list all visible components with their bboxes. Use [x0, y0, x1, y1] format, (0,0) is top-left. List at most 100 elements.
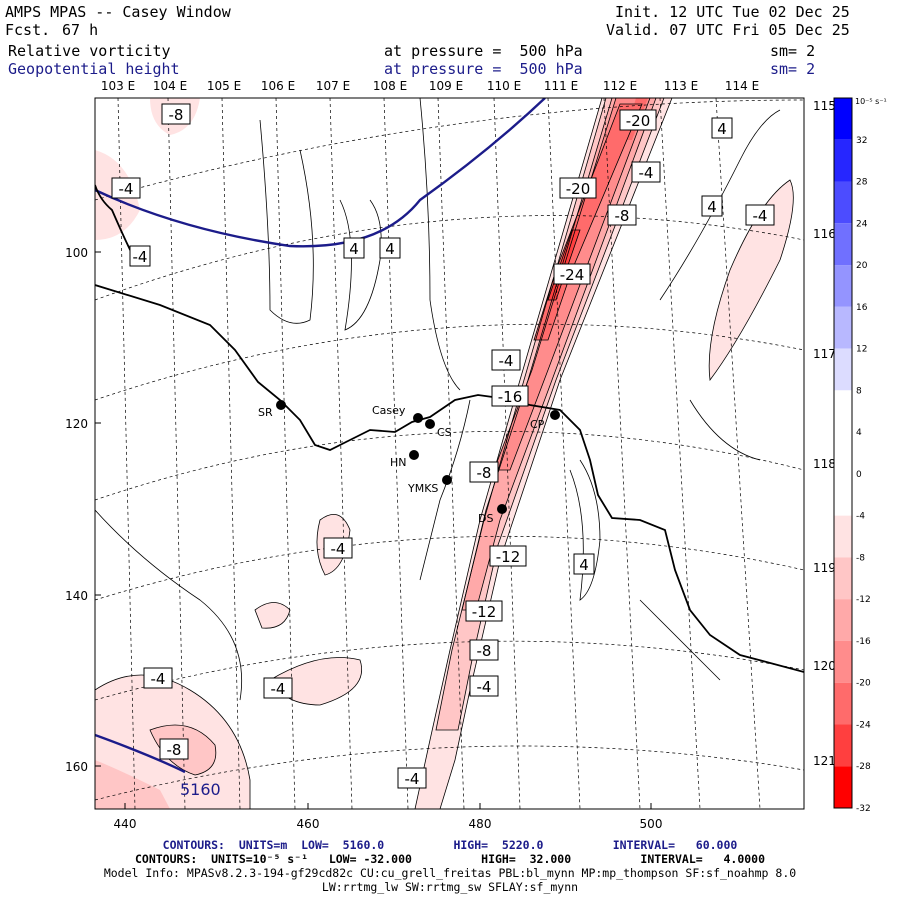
svg-text:-4: -4	[753, 207, 768, 225]
colorbar-swatch	[834, 557, 852, 600]
contour-label: -12	[489, 545, 527, 567]
station-hn: HN	[390, 450, 419, 469]
contour-label: -4	[143, 667, 173, 689]
svg-text:-4: -4	[405, 770, 420, 788]
lon-label: 108 E	[373, 79, 407, 93]
colorbar-label: -16	[856, 637, 871, 647]
contour-label: -8	[469, 461, 499, 483]
contour-label: -4	[631, 161, 661, 183]
field1-smooth: sm= 2	[770, 42, 816, 60]
footer-model-info: Model Info: MPASv8.2.3-194-gf29cd82c CU:…	[103, 866, 797, 880]
contour-label: -4	[263, 677, 293, 699]
svg-text:-8: -8	[167, 741, 182, 759]
svg-text:4: 4	[707, 198, 717, 216]
colorbar-swatch	[834, 139, 852, 182]
svg-text:-12: -12	[472, 603, 497, 621]
field2-name: Geopotential height	[8, 60, 180, 78]
x-tick: 480	[469, 817, 492, 831]
map-frame	[94, 97, 805, 810]
colorbar-label: 0	[856, 470, 862, 480]
colorbar-label: 12	[856, 345, 867, 355]
colorbar-swatch	[834, 265, 852, 307]
svg-text:CS: CS	[437, 426, 452, 439]
svg-text:-4: -4	[499, 352, 514, 370]
colorbar-swatch	[834, 515, 852, 558]
coastline	[95, 184, 804, 673]
station-cs: CS	[425, 419, 452, 439]
contour-label: -20	[619, 109, 657, 131]
colorbar-swatch	[834, 682, 852, 725]
contour-label: -4	[469, 675, 499, 697]
contour-label: -16	[491, 385, 529, 407]
y-tick: 160	[65, 760, 88, 774]
contour-label: 4	[343, 237, 365, 259]
svg-text:4: 4	[717, 120, 727, 138]
colorbar-swatch	[834, 390, 852, 433]
svg-text:HN: HN	[390, 456, 407, 469]
contour-label: -4	[129, 245, 151, 267]
colorbar-swatch	[834, 181, 852, 224]
lon-label: 112 E	[603, 79, 637, 93]
colorbar-swatch	[834, 766, 852, 808]
colorbar-swatch	[834, 98, 852, 140]
svg-text:CP: CP	[530, 418, 545, 431]
svg-text:4: 4	[385, 240, 395, 258]
svg-text:-8: -8	[477, 642, 492, 660]
contour-label: -8	[607, 204, 637, 226]
footer-height-contours: CONTOURS: UNITS=m LOW= 5160.0 HIGH= 5220…	[162, 838, 738, 852]
x-tick: 440	[114, 817, 137, 831]
contour-labels: -20 -20 -24 -16 -4 -8 -12 -12 -8 -4 -4 -…	[111, 103, 775, 789]
colorbar-label: 32	[856, 136, 867, 146]
colorbar-unit: 10⁻⁵ s⁻¹	[855, 97, 887, 106]
contour-label: -20	[559, 177, 597, 199]
colorbar-swatch	[834, 348, 852, 391]
y-tick: 120	[65, 417, 88, 431]
contour-label: 4	[701, 195, 723, 217]
lon-label: 103 E	[101, 79, 135, 93]
svg-text:-4: -4	[331, 540, 346, 558]
colorbar-label: 28	[856, 178, 868, 188]
colorbar-label: 16	[856, 303, 868, 313]
contour-label: -8	[469, 639, 499, 661]
contour-label: -8	[161, 103, 191, 125]
valid-time: Valid. 07 UTC Fri 05 Dec 25	[606, 21, 850, 39]
contour-label: -4	[397, 767, 427, 789]
lon-label: 107 E	[316, 79, 350, 93]
station-cp: CP	[530, 410, 560, 431]
svg-text:DS: DS	[478, 512, 493, 525]
forecast-value: 67 h	[62, 21, 99, 39]
svg-text:-4: -4	[119, 180, 134, 198]
svg-text:-24: -24	[560, 266, 585, 284]
station-sr: SR	[258, 400, 286, 419]
svg-text:-8: -8	[477, 464, 492, 482]
svg-text:-8: -8	[169, 106, 184, 124]
field2-level: at pressure = 500 hPa	[384, 60, 583, 78]
colorbar-label: -8	[856, 553, 865, 563]
colorbar-label: -20	[856, 679, 871, 689]
y-axis: 100 120 140 160	[65, 246, 101, 774]
station-casey: Casey	[372, 404, 423, 423]
colorbar-label: 24	[856, 219, 868, 229]
colorbar-label: -12	[856, 595, 871, 605]
svg-text:-4: -4	[477, 678, 492, 696]
colorbar-swatch	[834, 599, 852, 641]
y-tick: 140	[65, 589, 88, 603]
lon-label: 110 E	[487, 79, 521, 93]
svg-text:YMKS: YMKS	[407, 482, 438, 495]
station-ymks: YMKS	[407, 475, 452, 495]
footer-physics: LW:rrtmg_lw SW:rrtmg_sw SFLAY:sf_mynn	[321, 880, 579, 894]
footer-vorticity-contours: CONTOURS: UNITS=10⁻⁵ s⁻¹ LOW= -32.000 HI…	[134, 852, 766, 866]
lon-label: 113 E	[664, 79, 698, 93]
lon-label: 105 E	[207, 79, 241, 93]
contour-label: 4	[711, 117, 733, 139]
colorbar-swatch	[834, 640, 852, 683]
lon-label: 104 E	[153, 79, 187, 93]
contour-label: 4	[573, 553, 595, 575]
forecast-label: Fcst.	[5, 21, 51, 39]
colorbar-swatch	[834, 306, 852, 349]
colorbar-label: -4	[856, 512, 865, 522]
height-contour-label: 5160	[180, 780, 221, 799]
svg-text:-4: -4	[151, 670, 166, 688]
map-title: AMPS MPAS -- Casey Window	[5, 3, 231, 21]
